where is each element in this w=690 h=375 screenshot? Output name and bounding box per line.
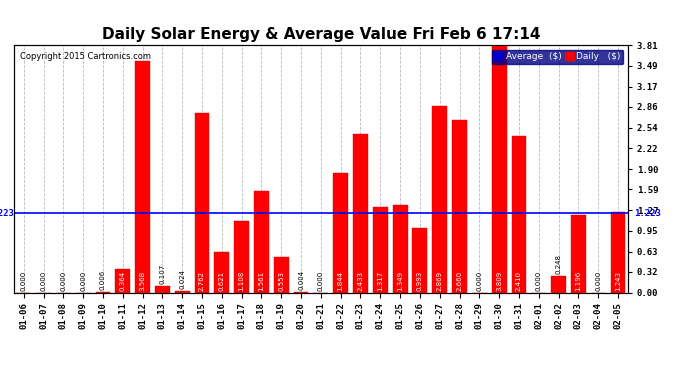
Text: 0.000: 0.000 [21, 270, 27, 291]
Text: 1.223: 1.223 [634, 209, 661, 218]
Text: 3.809: 3.809 [496, 270, 502, 291]
Bar [274, 256, 288, 292]
Text: 0.553: 0.553 [278, 270, 284, 291]
Text: 1.196: 1.196 [575, 270, 582, 291]
Text: 1.108: 1.108 [239, 270, 245, 291]
Text: 0.107: 0.107 [159, 263, 166, 284]
Legend: Average  ($), Daily   ($): Average ($), Daily ($) [492, 50, 623, 64]
Bar [215, 252, 229, 292]
Text: 0.000: 0.000 [476, 270, 482, 291]
Text: 0.621: 0.621 [219, 270, 225, 291]
Text: 3.568: 3.568 [139, 270, 146, 291]
Text: 0.000: 0.000 [60, 270, 66, 291]
Text: 0.006: 0.006 [100, 270, 106, 290]
Text: 0.993: 0.993 [417, 270, 423, 291]
Title: Daily Solar Energy & Average Value Fri Feb 6 17:14: Daily Solar Energy & Average Value Fri F… [101, 27, 540, 42]
Bar [492, 45, 506, 292]
Text: 0.004: 0.004 [298, 270, 304, 290]
Bar [373, 207, 388, 292]
Bar [611, 212, 625, 292]
Bar [254, 191, 269, 292]
Text: 0.024: 0.024 [179, 269, 185, 289]
Bar [571, 215, 586, 292]
Text: 2.869: 2.869 [437, 270, 443, 291]
Bar [413, 228, 427, 292]
Text: 0.248: 0.248 [555, 255, 562, 274]
Text: Copyright 2015 Cartronics.com: Copyright 2015 Cartronics.com [20, 53, 151, 62]
Bar [432, 106, 447, 292]
Bar [393, 205, 408, 292]
Bar [511, 136, 526, 292]
Text: 2.433: 2.433 [357, 270, 364, 291]
Text: 1.844: 1.844 [337, 270, 344, 291]
Text: 1.561: 1.561 [259, 270, 264, 291]
Text: 0.000: 0.000 [535, 270, 542, 291]
Text: 0.000: 0.000 [41, 270, 46, 291]
Bar [115, 269, 130, 292]
Bar [333, 173, 348, 292]
Bar [155, 285, 170, 292]
Text: 1.223: 1.223 [0, 209, 14, 218]
Text: 1.317: 1.317 [377, 270, 383, 291]
Text: 0.000: 0.000 [595, 270, 601, 291]
Bar [195, 113, 210, 292]
Text: 0.000: 0.000 [318, 270, 324, 291]
Text: 2.762: 2.762 [199, 270, 205, 291]
Text: 2.410: 2.410 [516, 270, 522, 291]
Bar [175, 291, 190, 292]
Text: 2.660: 2.660 [457, 270, 462, 291]
Bar [551, 276, 566, 292]
Bar [452, 120, 467, 292]
Text: 1.243: 1.243 [615, 270, 621, 291]
Text: 1.349: 1.349 [397, 270, 403, 291]
Bar [135, 61, 150, 292]
Bar [234, 220, 249, 292]
Bar [353, 135, 368, 292]
Text: 0.364: 0.364 [120, 270, 126, 291]
Text: 0.000: 0.000 [80, 270, 86, 291]
